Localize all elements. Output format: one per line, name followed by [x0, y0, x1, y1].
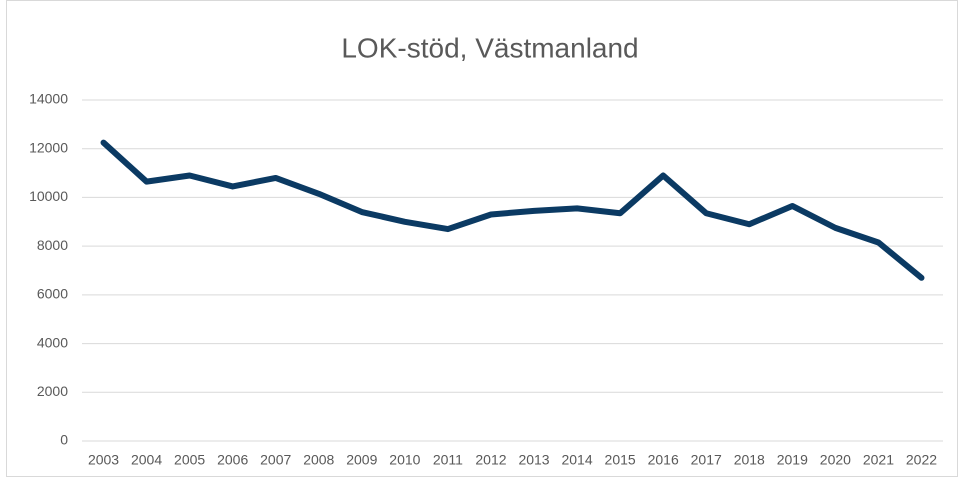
chart-frame [6, 0, 958, 477]
y-tick-label: 0 [60, 432, 68, 448]
x-tick-label: 2019 [777, 452, 808, 468]
x-tick-label: 2013 [518, 452, 549, 468]
x-tick-label: 2012 [475, 452, 506, 468]
x-tick-label: 2017 [691, 452, 722, 468]
y-tick-label: 8000 [37, 237, 68, 253]
x-tick-label: 2016 [648, 452, 679, 468]
x-tick-label: 2005 [174, 452, 205, 468]
x-tick-label: 2021 [863, 452, 894, 468]
x-tick-label: 2011 [433, 452, 463, 468]
x-tick-label: 2008 [303, 452, 334, 468]
x-tick-label: 2004 [131, 452, 162, 468]
y-tick-label: 2000 [37, 383, 68, 399]
x-tick-label: 2015 [605, 452, 636, 468]
y-tick-label: 12000 [29, 139, 68, 155]
y-tick-label: 6000 [37, 286, 68, 302]
y-tick-label: 10000 [29, 188, 68, 204]
y-tick-label: 14000 [29, 91, 68, 107]
x-tick-label: 2020 [820, 452, 851, 468]
data-line [100, 139, 925, 281]
x-tick-label: 2022 [906, 452, 937, 468]
x-tick-label: 2007 [260, 452, 291, 468]
chart-title: LOK-stöd, Västmanland [341, 32, 638, 63]
x-tick-label: 2009 [346, 452, 377, 468]
x-tick-label: 2003 [88, 452, 119, 468]
x-tick-label: 2010 [389, 452, 420, 468]
x-tick-label: 2018 [734, 452, 765, 468]
x-tick-label: 2006 [217, 452, 248, 468]
x-tick-label: 2014 [561, 452, 592, 468]
y-tick-label: 4000 [37, 334, 68, 350]
